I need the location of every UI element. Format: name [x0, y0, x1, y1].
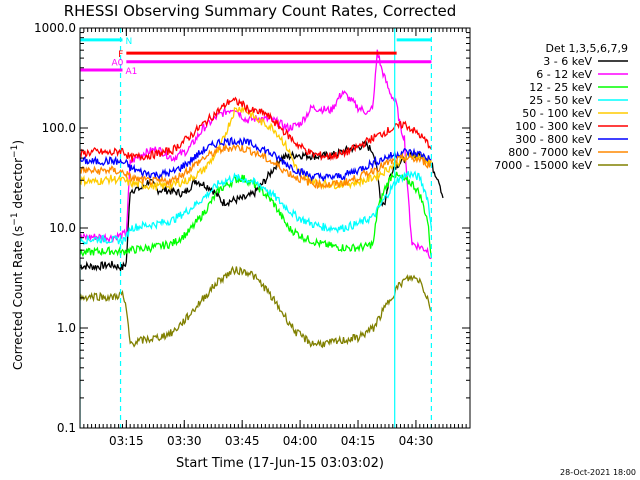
legend-label-5: 100 - 300 keV: [515, 120, 592, 133]
series-line-8: [80, 265, 432, 349]
x-tick-label-0: 03:15: [109, 434, 144, 448]
flag-label-N: N: [125, 37, 132, 47]
chart-title: RHESSI Observing Summary Count Rates, Co…: [64, 2, 457, 20]
timestamp: 28-Oct-2021 18:00: [560, 468, 636, 477]
series-line-2: [80, 171, 433, 259]
x-tick-label-4: 04:15: [341, 434, 376, 448]
axes: 0.1 1.0 10.0 100.0 1000.0 03:15 03:30 03:45 04:0…: [34, 21, 471, 448]
y-axis-label-end: ): [11, 140, 25, 145]
series-line-5: [80, 96, 432, 162]
y-tick-label-2: 10.0: [49, 221, 76, 235]
x-tick-label-3: 04:00: [283, 434, 318, 448]
series-line-3: [80, 170, 433, 246]
x-tick-label-1: 03:30: [167, 434, 202, 448]
series-line-4: [80, 106, 433, 191]
y-tick-label-4: 1000.0: [34, 21, 76, 35]
flag-label-A1: A1: [125, 67, 137, 77]
x-tick-label-2: 03:45: [225, 434, 260, 448]
legend-label-8: 7000 - 15000 keV: [494, 159, 592, 172]
series-line-7: [80, 143, 432, 191]
x-axis-label: Start Time (17-Jun-15 03:03:02): [176, 456, 384, 471]
series-line-6: [80, 136, 432, 183]
legend-label-0: 3 - 6 keV: [543, 55, 592, 68]
legend-label-2: 12 - 25 keV: [529, 81, 592, 94]
legend-label-1: 6 - 12 keV: [536, 68, 592, 81]
legend-title: Det 1,3,5,6,7,9: [545, 42, 628, 55]
y-axis-label-mid: detector: [11, 158, 25, 213]
legend-label-4: 50 - 100 keV: [522, 107, 592, 120]
y-axis-label-sup2: −1: [10, 145, 20, 158]
y-tick-label-1: 1.0: [57, 321, 76, 335]
flag-label-A0: A0: [111, 59, 123, 69]
series-line-0: [80, 139, 444, 274]
legend-label-6: 300 - 800 keV: [515, 133, 592, 146]
y-axis-label-main: Corrected Count Rate (s: [11, 226, 25, 370]
y-axis-label-group: Corrected Count Rate (s−1 detector−1): [10, 140, 25, 370]
legend-label-3: 25 - 50 keV: [529, 94, 592, 107]
flag-label-F: F: [118, 50, 123, 60]
y-tick-label-0: 0.1: [57, 421, 76, 435]
y-axis-label-sup1: −1: [10, 212, 20, 225]
y-tick-label-3: 100.0: [42, 121, 76, 135]
y-axis-label: Corrected Count Rate (s−1 detector−1): [10, 140, 25, 370]
legend-label-7: 800 - 7000 keV: [508, 146, 592, 159]
x-tick-label-5: 04:30: [399, 434, 434, 448]
plot-area: [80, 28, 444, 428]
